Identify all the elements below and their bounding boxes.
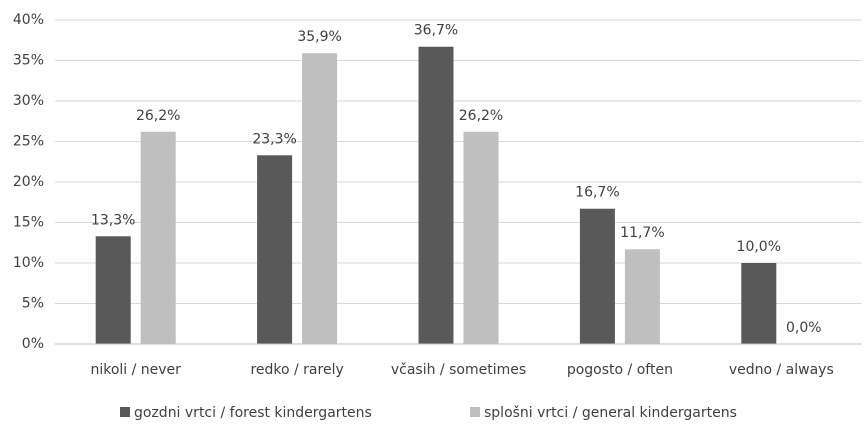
y-tick-label: 10% <box>13 255 44 271</box>
y-tick-label: 35% <box>13 53 44 69</box>
y-tick-label: 15% <box>13 215 44 231</box>
y-tick-label: 25% <box>13 134 44 150</box>
bar <box>579 208 615 344</box>
data-label: 23,3% <box>252 131 296 147</box>
data-label: 16,7% <box>575 185 619 201</box>
data-label: 26,2% <box>136 108 180 124</box>
bar <box>95 236 131 344</box>
bar <box>463 131 499 344</box>
bar <box>302 53 338 345</box>
data-label: 0,0% <box>786 320 822 336</box>
y-tick-label: 20% <box>13 174 44 190</box>
bar <box>418 46 454 344</box>
legend-swatch <box>470 407 480 417</box>
bar <box>624 249 660 344</box>
legend-label: gozdni vrtci / forest kindergartens <box>134 405 372 421</box>
x-tick-label: pogosto / often <box>567 362 673 378</box>
bar <box>140 131 176 344</box>
bar <box>257 155 293 344</box>
data-label: 35,9% <box>297 29 341 45</box>
data-label: 26,2% <box>459 108 503 124</box>
x-tick-label: včasih / sometimes <box>391 362 526 378</box>
legend-label: splošni vrtci / general kindergartens <box>484 405 737 421</box>
y-tick-label: 30% <box>13 93 44 109</box>
legend-swatch <box>120 407 130 417</box>
data-label: 10,0% <box>737 239 781 255</box>
x-tick-label: redko / rarely <box>250 362 343 378</box>
bar <box>741 263 777 344</box>
x-tick-label: vedno / always <box>729 362 834 378</box>
data-label: 11,7% <box>620 225 664 241</box>
y-tick-label: 5% <box>22 296 44 312</box>
y-tick-label: 0% <box>22 336 44 352</box>
data-label: 36,7% <box>414 23 458 39</box>
data-label: 13,3% <box>91 212 135 228</box>
x-tick-label: nikoli / never <box>90 362 181 378</box>
y-tick-label: 40% <box>13 12 44 28</box>
